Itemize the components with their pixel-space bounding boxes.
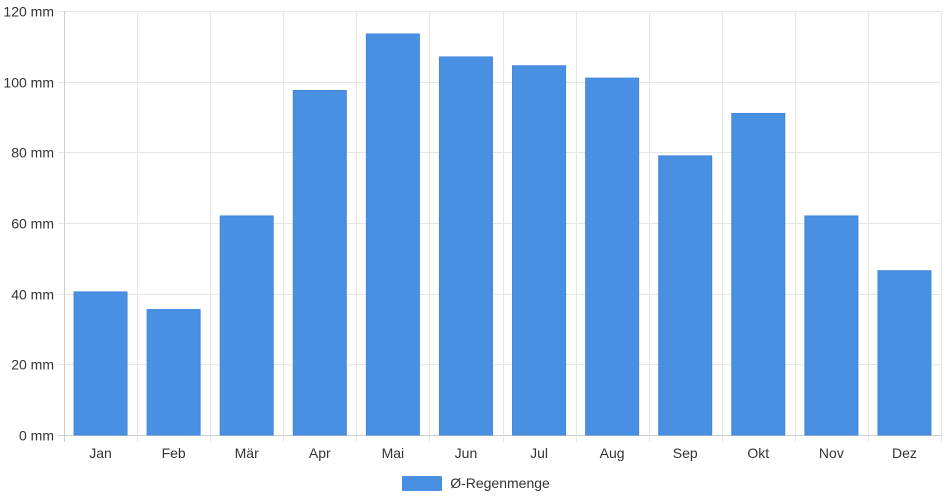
y-tick-label: 40 mm (11, 287, 54, 303)
x-tick-label: Mär (235, 445, 259, 461)
x-tick-label: Okt (747, 445, 769, 461)
bar-dez[interactable] (877, 270, 932, 436)
legend-label: Ø-Regenmenge (450, 475, 550, 491)
x-tick-label: Nov (819, 445, 844, 461)
y-tick-label: 80 mm (11, 145, 54, 161)
bar-apr[interactable] (292, 90, 347, 436)
bar-aug[interactable] (585, 77, 640, 436)
bars (73, 33, 932, 436)
x-tick-label: Apr (309, 445, 331, 461)
x-tick-label: Feb (162, 445, 186, 461)
bar-jun[interactable] (438, 56, 493, 436)
x-tick-label: Jun (455, 445, 478, 461)
x-tick-label: Mai (382, 445, 405, 461)
bar-nov[interactable] (804, 215, 859, 436)
bar-okt[interactable] (731, 112, 786, 436)
bar-feb[interactable] (146, 309, 201, 436)
bar-jul[interactable] (512, 65, 567, 436)
legend-swatch (402, 475, 443, 491)
bar-mär[interactable] (219, 215, 274, 436)
grid (58, 11, 942, 442)
legend: Ø-Regenmenge (0, 472, 952, 494)
y-tick-label: 0 mm (19, 428, 54, 444)
x-tick-label: Jul (530, 445, 548, 461)
y-tick-label: 60 mm (11, 216, 54, 232)
x-tick-label: Aug (600, 445, 625, 461)
bar-jan[interactable] (73, 291, 128, 436)
bar-chart: 0 mm 20 mm 40 mm 60 mm 80 mm 100 mm 120 mm Jan F… (3, 4, 942, 462)
y-tick-label: 20 mm (11, 357, 54, 373)
y-tick-label: 120 mm (3, 4, 54, 20)
y-tick-label: 100 mm (3, 75, 54, 91)
x-tick-label: Sep (673, 445, 698, 461)
bar-sep[interactable] (658, 155, 713, 436)
axes: 0 mm 20 mm 40 mm 60 mm 80 mm 100 mm 120 mm Jan F… (3, 4, 916, 462)
bar-mai[interactable] (365, 33, 420, 436)
x-tick-label: Jan (89, 445, 112, 461)
x-tick-label: Dez (892, 445, 917, 461)
